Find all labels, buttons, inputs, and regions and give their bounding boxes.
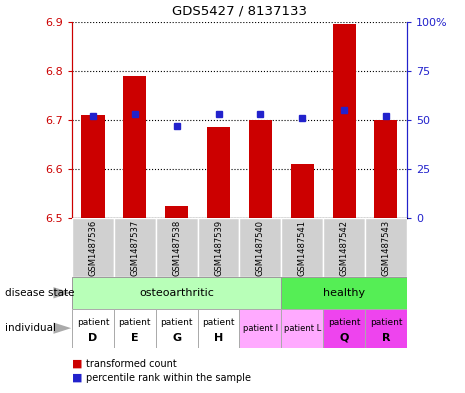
Bar [198,309,239,348]
Text: GSM1487536: GSM1487536 [88,219,98,276]
Bar [156,218,198,277]
Text: GSM1487538: GSM1487538 [172,219,181,276]
Bar [365,218,407,277]
Text: patient: patient [328,318,360,327]
Text: R: R [382,333,390,343]
Text: GSM1487541: GSM1487541 [298,220,307,275]
Bar [281,309,323,348]
Text: disease state: disease state [5,288,74,298]
Bar [114,218,156,277]
Text: patient L: patient L [284,324,321,332]
Bar [156,309,198,348]
Text: ■: ■ [72,358,83,369]
Bar [281,218,323,277]
Text: E: E [131,333,139,343]
Text: osteoarthritic: osteoarthritic [139,288,214,298]
Bar [332,24,356,218]
Text: D: D [88,333,98,343]
Bar [72,277,281,309]
Bar [323,218,365,277]
Text: GSM1487539: GSM1487539 [214,220,223,275]
Bar [323,309,365,348]
Text: patient: patient [77,318,109,327]
Bar [374,120,398,218]
Bar [249,120,272,218]
Bar [81,115,105,218]
Bar [281,277,407,309]
Bar [72,218,114,277]
Bar [72,309,114,348]
Text: GSM1487537: GSM1487537 [130,219,140,276]
Text: GSM1487540: GSM1487540 [256,220,265,275]
Polygon shape [53,323,71,334]
Text: GSM1487543: GSM1487543 [381,220,391,275]
Text: healthy: healthy [323,288,365,298]
Text: percentile rank within the sample: percentile rank within the sample [86,373,251,383]
Text: GSM1487542: GSM1487542 [339,220,349,275]
Bar [365,309,407,348]
Bar [207,127,230,218]
Bar [239,218,281,277]
Text: transformed count: transformed count [86,358,177,369]
Text: patient: patient [160,318,193,327]
Text: H: H [214,333,223,343]
Text: patient: patient [370,318,402,327]
Polygon shape [53,287,71,298]
Bar [123,75,146,218]
Bar [165,206,188,218]
Text: patient: patient [119,318,151,327]
Text: patient I: patient I [243,324,278,332]
Bar [114,309,156,348]
Text: patient: patient [202,318,235,327]
Bar [291,164,314,218]
Text: Q: Q [339,333,349,343]
Title: GDS5427 / 8137133: GDS5427 / 8137133 [172,5,307,18]
Text: ■: ■ [72,373,83,383]
Text: G: G [172,333,181,343]
Text: individual: individual [5,323,56,333]
Bar [239,309,281,348]
Bar [198,218,239,277]
